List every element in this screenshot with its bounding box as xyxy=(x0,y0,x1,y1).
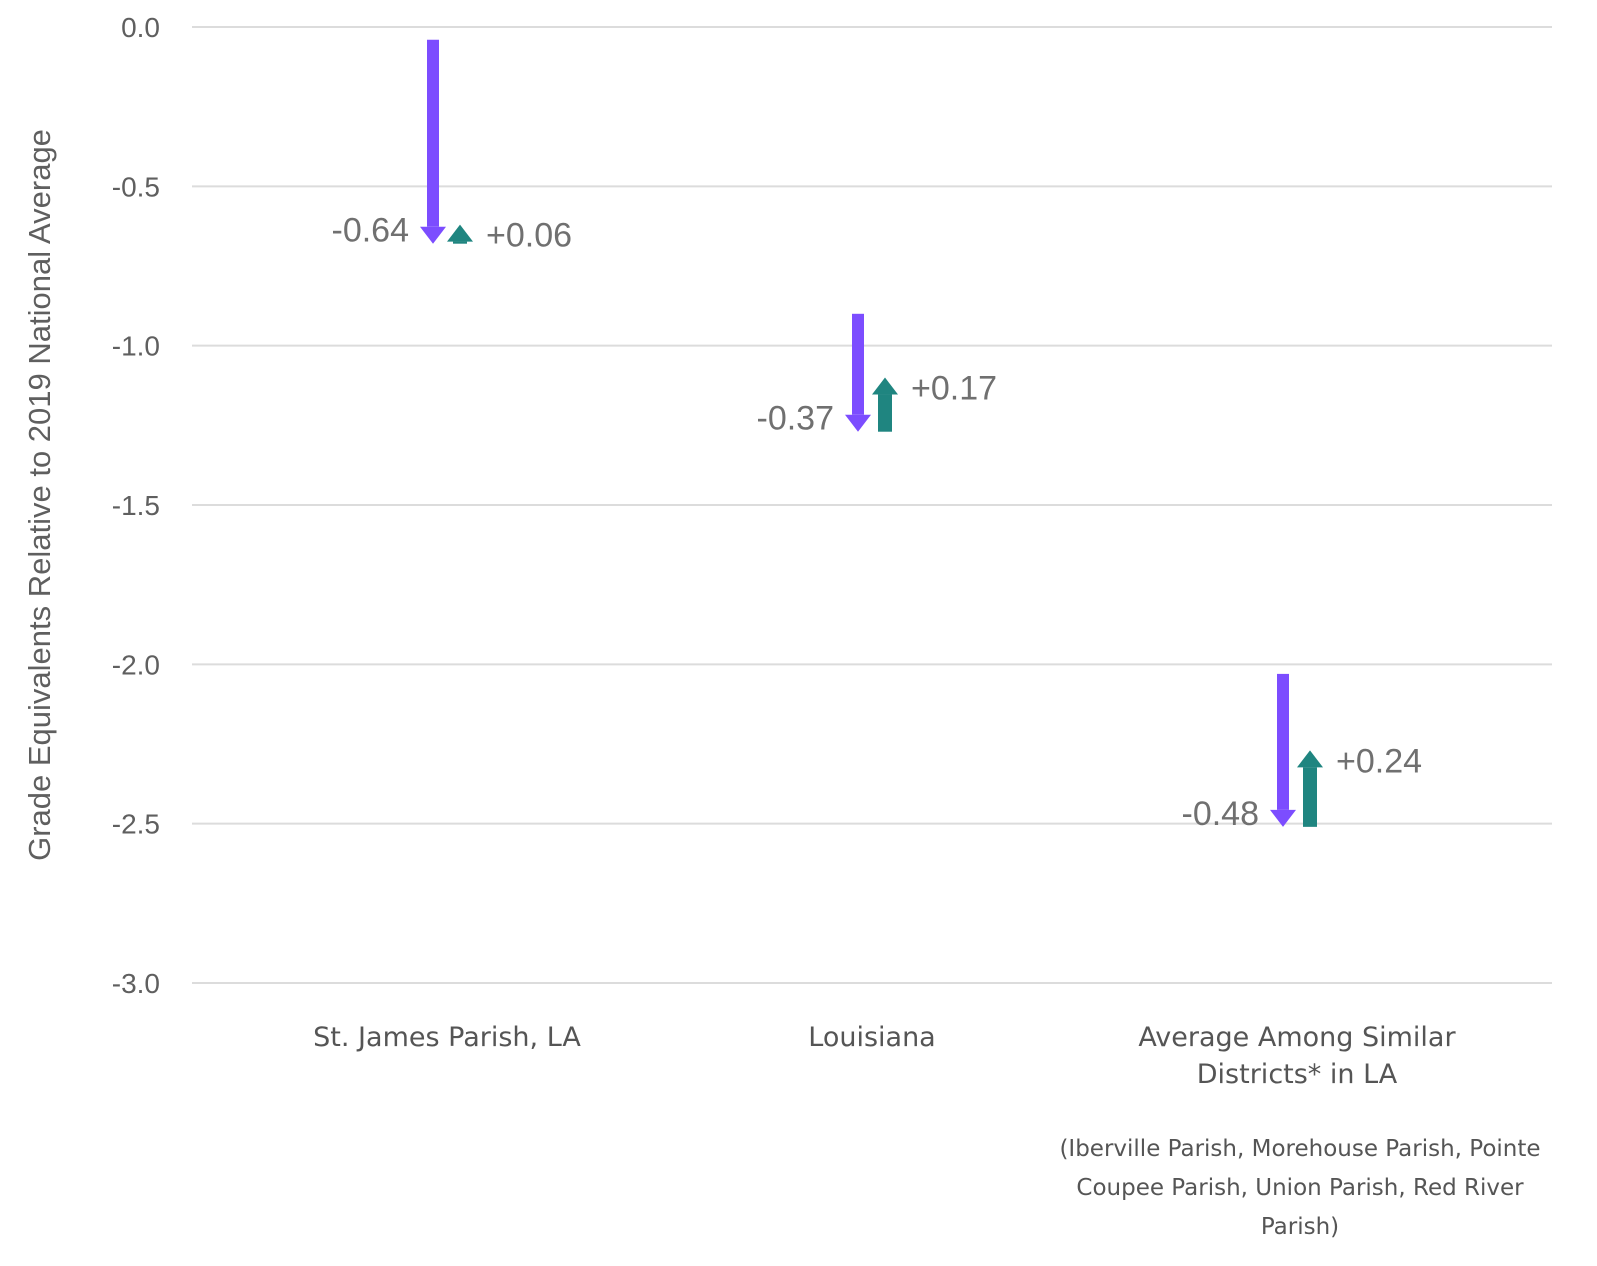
decline-arrow-head xyxy=(420,226,446,244)
category-label: St. James Parish, LA xyxy=(313,1022,581,1053)
y-tick-label: -1.0 xyxy=(112,331,160,362)
recovery-arrow-shaft xyxy=(453,241,467,244)
category-label-group: Average Among Similar Districts* in LA (Ib… xyxy=(1059,1022,1540,1240)
decline-label: -0.48 xyxy=(1182,795,1260,833)
decline-arrow-shaft xyxy=(1277,673,1289,810)
recovery-arrow-head xyxy=(1297,750,1323,768)
y-tick-label: -3.0 xyxy=(112,968,160,999)
category-label: Districts* in LA xyxy=(1197,1059,1398,1090)
recovery-arrow-head xyxy=(872,377,898,395)
decline-arrow-head xyxy=(845,414,871,432)
recovery-label: +0.06 xyxy=(486,217,572,255)
decline-arrow-head xyxy=(1270,809,1296,827)
category-arrows: -0.48 +0.24 xyxy=(1182,673,1422,833)
recovery-arrow-shaft xyxy=(878,394,892,432)
decline-arrow-shaft xyxy=(852,313,864,415)
decline-label: -0.37 xyxy=(757,400,835,438)
recovery-arrow-shaft xyxy=(1303,767,1317,827)
y-tick-label: 0.0 xyxy=(121,12,160,43)
recovery-label: +0.24 xyxy=(1336,742,1422,780)
x-axis-categories: St. James Parish, LA Louisiana Average Amo… xyxy=(313,1022,1540,1240)
y-axis-label: Grade Equivalents Relative to 2019 Natio… xyxy=(22,129,57,861)
category-label: Average Among Similar xyxy=(1138,1022,1456,1053)
y-tick-label: -2.5 xyxy=(112,809,160,840)
y-tick-label: -1.5 xyxy=(112,490,160,521)
recovery-label: +0.17 xyxy=(911,370,997,408)
y-tick-label: -2.0 xyxy=(112,649,160,680)
decline-label: -0.64 xyxy=(332,212,410,250)
category-label-group: St. James Parish, LA xyxy=(313,1022,581,1053)
y-tick-label: -0.5 xyxy=(112,171,160,202)
category-note: (Iberville Parish, Morehouse Parish, Poi… xyxy=(1059,1136,1540,1162)
category-label: Louisiana xyxy=(808,1022,935,1053)
category-note: Coupee Parish, Union Parish, Red River xyxy=(1076,1175,1524,1201)
category-label-group: Louisiana xyxy=(808,1022,935,1053)
gridlines xyxy=(192,26,1552,984)
category-note: Parish) xyxy=(1261,1214,1339,1240)
recovery-arrow-head xyxy=(447,224,473,242)
category-arrows: -0.37 +0.17 xyxy=(757,313,997,438)
decline-arrow-shaft xyxy=(427,39,439,227)
arrow-marks: -0.64 +0.06 -0.37 +0.17 -0.48 +0.24 xyxy=(332,39,1422,833)
y-axis-ticks: 0.0 -0.5 -1.0 -1.5 -2.0 -2.5 -3.0 xyxy=(112,12,160,999)
category-arrows: -0.64 +0.06 xyxy=(332,39,572,255)
